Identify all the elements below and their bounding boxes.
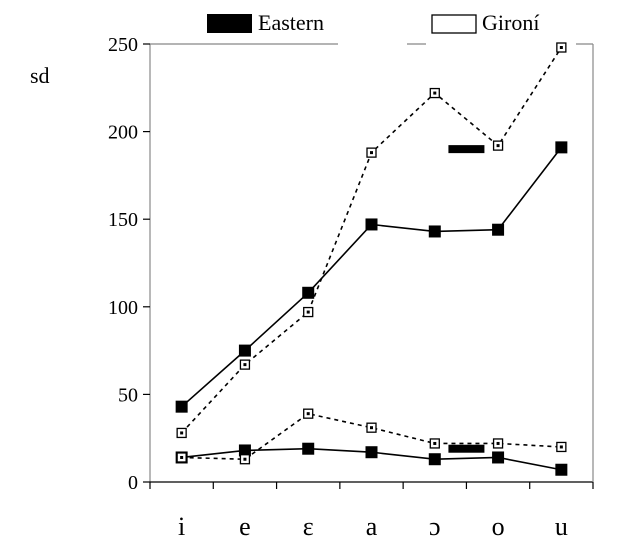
series-eastern-upper xyxy=(175,141,568,413)
data-point xyxy=(238,444,251,457)
data-point-center xyxy=(243,457,247,461)
legend-item-gironi: Gironí xyxy=(431,10,539,35)
y-axis-label: sd xyxy=(30,63,50,88)
data-point-center xyxy=(433,441,437,445)
data-point-center xyxy=(180,455,184,459)
data-point-center xyxy=(370,151,373,155)
data-point xyxy=(555,141,568,154)
y-tick-label: 250 xyxy=(108,34,138,56)
data-point-center xyxy=(243,363,247,367)
legend-swatch-open xyxy=(431,14,477,34)
x-tick-label: e xyxy=(239,512,251,541)
y-tick-label: 50 xyxy=(118,384,138,406)
data-point xyxy=(365,218,378,231)
series-eastern-lower xyxy=(175,442,568,476)
data-point-center xyxy=(559,46,563,50)
y-tick-label: 100 xyxy=(108,297,138,319)
data-point-center xyxy=(306,310,310,314)
data-point xyxy=(302,286,315,299)
y-tick-label: 0 xyxy=(128,472,138,494)
data-point xyxy=(492,223,505,236)
data-point xyxy=(428,225,441,238)
data-point-center xyxy=(180,431,184,435)
x-tick-label: a xyxy=(366,512,378,541)
series-gironí-lower xyxy=(176,408,567,465)
data-point-center xyxy=(559,445,563,449)
x-tick-label: o xyxy=(492,512,505,541)
data-point-center xyxy=(306,412,310,416)
data-point-center xyxy=(433,91,437,95)
data-point-center xyxy=(496,441,500,445)
x-tick-label: ɔ xyxy=(429,512,441,541)
data-point-center xyxy=(370,426,373,430)
data-point xyxy=(428,453,441,466)
series-layer xyxy=(175,42,568,476)
data-point xyxy=(365,446,378,459)
data-point xyxy=(492,451,505,464)
data-point xyxy=(238,344,251,357)
axes xyxy=(143,43,594,489)
legend-label: Gironí xyxy=(482,10,539,35)
legend: Eastern Gironí xyxy=(207,10,539,35)
series-line xyxy=(181,47,563,434)
annotation-dash xyxy=(448,145,485,154)
legend-label: Eastern xyxy=(258,10,324,35)
x-tick-label: u xyxy=(555,512,568,541)
legend-swatch-filled xyxy=(207,14,252,33)
data-point xyxy=(175,400,188,413)
data-point xyxy=(302,442,315,455)
y-tick-label: 200 xyxy=(108,122,138,144)
data-point-center xyxy=(496,144,500,148)
series-line xyxy=(181,146,562,408)
annotation-dash xyxy=(448,444,485,453)
legend-item-eastern: Eastern xyxy=(207,10,324,35)
series-gironí-upper xyxy=(176,42,567,439)
y-tick-labels: 0 50 100 150 200 250 xyxy=(108,34,138,494)
data-point xyxy=(555,463,568,476)
y-tick-label: 150 xyxy=(108,209,138,231)
x-tick-label: ɛ xyxy=(303,512,314,541)
x-tick-label: i xyxy=(178,512,185,541)
